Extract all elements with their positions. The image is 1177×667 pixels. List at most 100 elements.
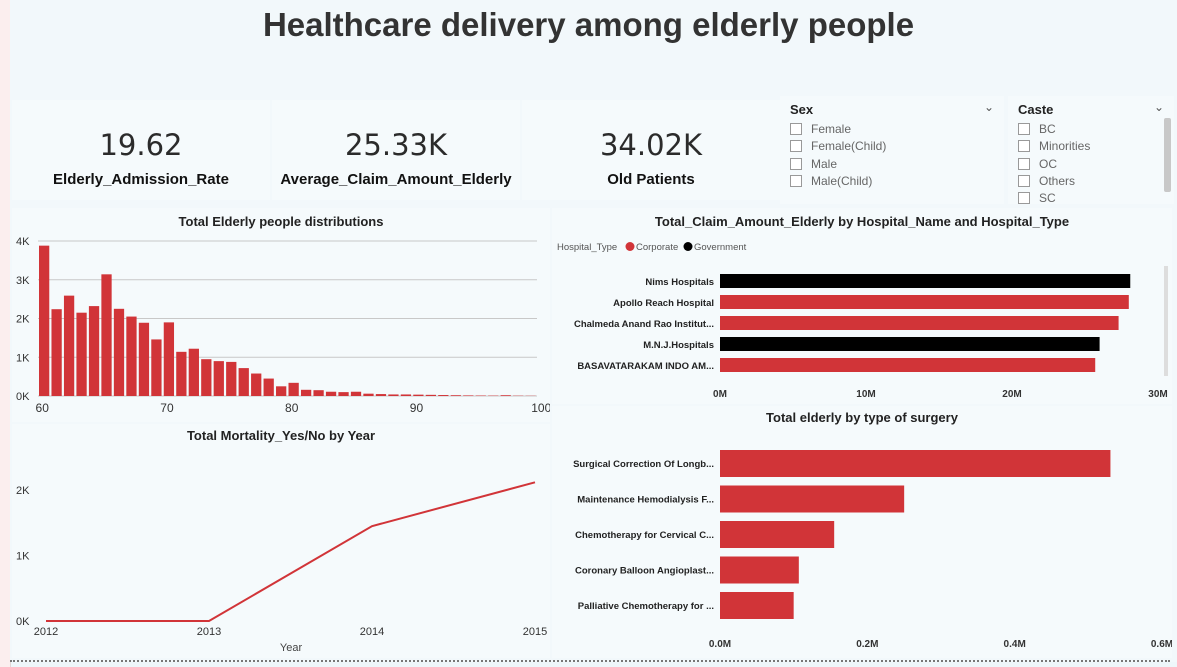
surgery-bar-chart: Surgical Correction Of Longb... Maintenan… (573, 450, 1172, 650)
hospital-label: Apollo Reach Hospital (613, 298, 714, 309)
x-tick-label: 90 (410, 401, 424, 415)
hospital-label: BASAVATARAKAM INDO AM... (577, 361, 714, 372)
slicer-scrollbar[interactable] (1164, 118, 1171, 192)
histogram-bar (450, 395, 461, 396)
hospital-bar (720, 274, 1131, 288)
histogram-bar (325, 391, 337, 396)
chevron-down-icon[interactable]: ⌄ (984, 100, 995, 114)
hospital-bar (720, 358, 1096, 372)
histogram-bar (350, 391, 362, 396)
slicer-option-female-child[interactable]: Female(Child) (790, 137, 886, 154)
histogram-bar (338, 392, 349, 396)
x-tick-label: 0.0M (709, 639, 731, 650)
histogram-bar (63, 295, 75, 396)
histogram-bar (126, 316, 137, 396)
histogram-bar (288, 382, 299, 396)
legend-swatch-corporate (625, 242, 635, 251)
kpi-label: Old Patients (607, 171, 695, 188)
histogram-bar (276, 386, 287, 396)
hospital-label: M.N.J.Hospitals (643, 340, 714, 351)
mortality-panel[interactable]: Total Mortality_Yes/No by Year 0K 1K 2K 201… (12, 424, 550, 658)
x-tick-label: 0.2M (856, 639, 878, 650)
x-tick-label: 80 (285, 401, 299, 415)
kpi-label: Average_Claim_Amount_Elderly (280, 171, 512, 188)
checkbox[interactable] (1018, 122, 1030, 135)
elderly-distribution-panel[interactable]: Total Elderly people distributions 0K 1K 2… (12, 208, 550, 422)
checkbox[interactable] (790, 174, 802, 187)
chart-title: Total elderly by type of surgery (766, 410, 958, 425)
slicer-option-bc[interactable]: BC (1018, 120, 1056, 137)
slicer-option-male[interactable]: Male (790, 155, 837, 172)
surgery-label: Maintenance Hemodialysis F... (577, 495, 714, 506)
histogram-bar (76, 312, 87, 396)
histogram-bar (151, 339, 162, 396)
histogram-bar (39, 245, 50, 396)
elderly-distribution-chart: 0K 1K 2K 3K 4K 60 70 80 90 100 (16, 236, 550, 415)
checkbox[interactable] (790, 157, 802, 170)
slicer-option-minorities[interactable]: Minorities (1018, 137, 1090, 154)
checkbox[interactable] (1018, 139, 1030, 152)
kpi-card-old-patients[interactable]: 34.02K Old Patients (522, 100, 780, 200)
histogram-bar (88, 306, 100, 396)
y-tick-label: 0K (16, 616, 30, 628)
mortality-line (46, 481, 536, 622)
histogram-bar (163, 322, 175, 396)
chevron-down-icon[interactable]: ⌄ (1154, 100, 1165, 114)
x-tick-label: 0M (713, 389, 727, 400)
histogram-bar (176, 351, 187, 396)
legend-label-government: Government (694, 242, 747, 253)
histogram-bar (438, 395, 449, 396)
histogram-bar (226, 361, 237, 396)
histogram-bar (425, 394, 436, 396)
histogram-bar (113, 308, 125, 396)
x-tick-label: 70 (160, 401, 174, 415)
checkbox[interactable] (1018, 191, 1030, 204)
histogram-bar (375, 394, 387, 396)
histogram-bar (188, 348, 199, 396)
kpi-value: 34.02K (599, 128, 703, 162)
checkbox[interactable] (1018, 157, 1030, 170)
surgery-bar (720, 521, 835, 548)
histogram-bar (400, 394, 412, 396)
legend-label-corporate: Corporate (636, 242, 678, 253)
checkbox[interactable] (790, 122, 802, 135)
surgery-bar (720, 592, 794, 619)
legend-swatch-government (683, 242, 693, 251)
x-tick-label: 20M (1002, 389, 1021, 400)
x-tick-label: 100 (531, 401, 550, 415)
histogram-bar (213, 361, 224, 396)
slicer-option-male-child[interactable]: Male(Child) (790, 172, 872, 189)
histogram-bar (51, 309, 62, 396)
chart-title: Total Mortality_Yes/No by Year (186, 428, 376, 443)
slicer-option-others[interactable]: Others (1018, 172, 1075, 189)
histogram-bar (251, 373, 262, 396)
chart-scrollbar (1164, 266, 1168, 376)
claim-by-hospital-chart: Hospital_Type Corporate Government Nims Hos… (557, 242, 1168, 400)
histogram-bar (388, 394, 399, 396)
y-tick-label: 1K (16, 551, 30, 563)
y-tick-label: 1K (16, 352, 30, 364)
chart-title: Total_Claim_Amount_Elderly by Hospital_N… (654, 214, 1070, 229)
caste-slicer[interactable]: Caste ⌄ BC Minorities OC Others SC (1008, 96, 1174, 206)
hospital-label: Chalmeda Anand Rao Institut... (574, 319, 714, 330)
slicer-title: Sex (790, 102, 814, 117)
kpi-card-admission-rate[interactable]: 19.62 Elderly_Admission_Rate (12, 100, 270, 200)
histogram-bar (300, 389, 312, 396)
histogram-bar (238, 368, 249, 396)
surgery-panel[interactable]: Total elderly by type of surgery Surgica… (552, 406, 1172, 658)
x-tick-label: 2013 (197, 626, 221, 638)
slicer-option-female[interactable]: Female (790, 120, 851, 137)
slicer-option-sc[interactable]: SC (1018, 189, 1056, 206)
checkbox[interactable] (1018, 174, 1030, 187)
y-tick-label: 2K (16, 314, 30, 326)
claim-by-hospital-panel[interactable]: Total_Claim_Amount_Elderly by Hospital_N… (552, 208, 1172, 404)
slicer-option-oc[interactable]: OC (1018, 155, 1057, 172)
kpi-card-average-claim[interactable]: 25.33K Average_Claim_Amount_Elderly (272, 100, 520, 200)
sex-slicer[interactable]: Sex ⌄ Female Female(Child) Male Male(Chi… (780, 96, 1004, 204)
kpi-value: 19.62 (99, 128, 183, 162)
histogram-bar (138, 322, 150, 396)
surgery-bar (720, 485, 905, 513)
checkbox[interactable] (790, 139, 802, 152)
hospital-label: Nims Hospitals (645, 277, 714, 288)
x-tick-label: 60 (36, 401, 50, 415)
